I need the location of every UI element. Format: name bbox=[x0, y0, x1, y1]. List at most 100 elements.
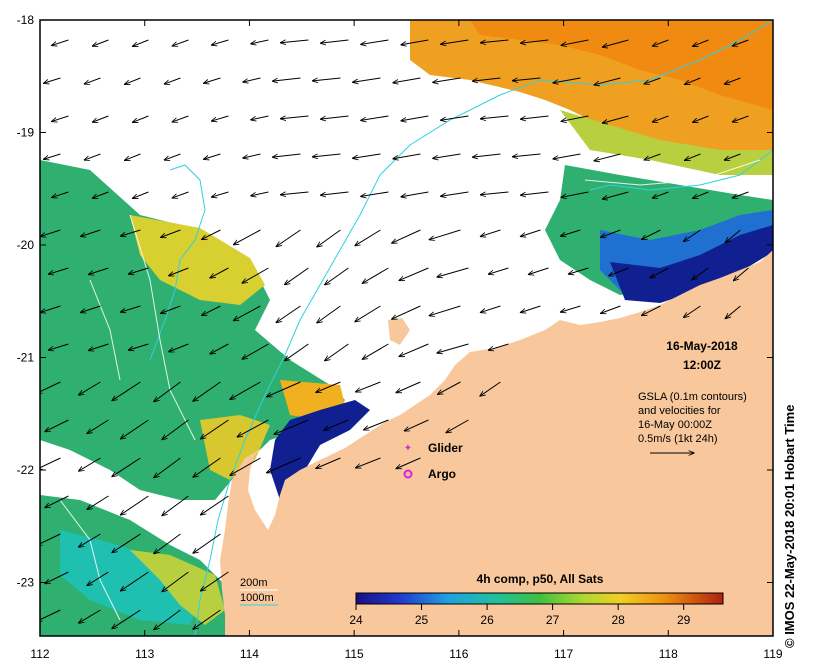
island bbox=[388, 318, 410, 345]
x-tick-label: 118 bbox=[659, 647, 678, 661]
velocity-arrow bbox=[84, 77, 101, 84]
velocity-arrow bbox=[441, 191, 469, 196]
velocity-arrow bbox=[652, 39, 669, 46]
velocity-arrow bbox=[193, 609, 221, 629]
gsla-contours bbox=[59, 159, 761, 621]
velocity-arrow bbox=[561, 115, 589, 121]
velocity-arrow bbox=[44, 77, 61, 83]
velocity-arrow bbox=[267, 457, 301, 473]
velocity-arrow bbox=[92, 115, 109, 122]
velocity-arrow bbox=[233, 229, 261, 245]
velocity-arrow bbox=[396, 457, 421, 469]
velocity-arrow bbox=[210, 343, 229, 354]
land-mass bbox=[220, 250, 773, 636]
velocity-arrow bbox=[169, 343, 189, 352]
velocity-arrow bbox=[433, 153, 461, 158]
colorbar-title: 4h comp, p50, All Sats bbox=[477, 572, 604, 586]
velocity-arrow bbox=[316, 457, 341, 468]
velocity-arrow bbox=[693, 39, 709, 46]
velocity-arrow bbox=[725, 229, 741, 243]
isobath-200-label: 200m bbox=[240, 577, 268, 589]
velocity-arrow bbox=[512, 78, 541, 81]
velocity-arrow bbox=[133, 191, 149, 198]
velocity-arrow bbox=[321, 39, 349, 43]
velocity-arrow bbox=[393, 77, 421, 83]
velocity-arrow bbox=[392, 229, 421, 243]
velocity-arrow bbox=[732, 39, 749, 46]
velocity-arrow bbox=[121, 419, 149, 439]
velocity-arrow bbox=[528, 267, 549, 274]
velocity-arrow bbox=[356, 381, 381, 392]
velocity-arrow bbox=[230, 381, 261, 399]
velocity-arrow bbox=[317, 305, 341, 323]
colorbar-tick-label: 28 bbox=[611, 613, 625, 627]
velocity-arrow bbox=[280, 116, 309, 119]
colorbar-tick-label: 24 bbox=[349, 613, 363, 627]
velocity-arrow bbox=[164, 77, 181, 84]
velocity-arrow bbox=[650, 267, 669, 278]
velocity-arrow bbox=[644, 77, 661, 84]
velocity-arrow bbox=[433, 77, 461, 82]
velocity-arrow bbox=[133, 39, 149, 46]
velocity-arrow bbox=[40, 229, 61, 236]
velocity-arrow bbox=[80, 229, 101, 236]
velocity-arrow bbox=[362, 267, 389, 283]
velocity-arrow bbox=[243, 153, 261, 158]
velocity-arrow bbox=[480, 381, 501, 396]
velocity-arrow bbox=[172, 39, 189, 46]
velocity-arrow bbox=[480, 229, 501, 236]
velocity-arrow bbox=[212, 191, 229, 197]
colorbar-tick-label: 25 bbox=[415, 613, 429, 627]
velocity-arrow bbox=[202, 229, 221, 239]
velocity-arrow bbox=[396, 381, 421, 393]
velocity-arrow bbox=[480, 191, 509, 195]
velocity-arrow bbox=[594, 77, 621, 85]
velocity-arrow bbox=[361, 115, 389, 120]
velocity-arrow bbox=[521, 115, 549, 119]
velocity-arrow bbox=[201, 419, 229, 439]
velocity-arrow bbox=[401, 191, 429, 197]
velocity-arrow bbox=[652, 191, 669, 198]
sst-patches bbox=[40, 20, 773, 636]
colorbar-tick-label: 27 bbox=[546, 613, 560, 627]
velocity-arrow bbox=[172, 191, 189, 198]
isobath-1000-label: 1000m bbox=[240, 592, 274, 604]
velocity-arrow bbox=[112, 609, 141, 629]
velocity-arrow bbox=[724, 77, 741, 84]
velocity-arrow bbox=[128, 267, 149, 274]
velocity-arrow bbox=[560, 229, 581, 236]
y-axis: -18 -19 -20 -21 -22 -23 bbox=[17, 13, 773, 590]
velocity-arrow bbox=[404, 419, 429, 431]
velocity-arrow bbox=[233, 305, 261, 321]
velocity-arrow bbox=[162, 419, 189, 440]
x-tick-label: 113 bbox=[135, 647, 154, 661]
velocity-arrow bbox=[642, 305, 661, 315]
velocity-arrow bbox=[133, 115, 149, 122]
y-tick-label: -20 bbox=[17, 238, 35, 252]
velocity-arrow bbox=[273, 77, 301, 81]
velocity-arrow bbox=[684, 305, 701, 317]
velocity-arrow bbox=[230, 457, 261, 475]
velocity-arrow bbox=[602, 191, 629, 199]
velocity-arrow bbox=[204, 153, 221, 159]
velocity-arrow bbox=[210, 267, 229, 278]
velocity-arrow bbox=[321, 115, 349, 119]
velocity-arrow bbox=[355, 229, 381, 246]
argo-label: Argo bbox=[428, 467, 456, 481]
velocity-arrow bbox=[251, 39, 269, 44]
map-date: 16-May-2018 bbox=[666, 339, 738, 353]
description-line-3: 16-May 00:00Z bbox=[638, 419, 712, 431]
velocity-arrow bbox=[399, 343, 429, 356]
velocity-arrow bbox=[88, 343, 109, 350]
velocity-arrow bbox=[88, 267, 109, 274]
velocity-arrow bbox=[732, 115, 749, 122]
velocity-arrow bbox=[52, 115, 69, 121]
velocity-arrow bbox=[480, 115, 509, 119]
velocity-arrow bbox=[684, 229, 701, 241]
velocity-arrow bbox=[692, 267, 709, 280]
velocity-arrow bbox=[121, 571, 149, 591]
velocity-arrow bbox=[201, 571, 229, 591]
colorbar-tick-label: 29 bbox=[677, 613, 691, 627]
velocity-arrow bbox=[285, 267, 309, 285]
